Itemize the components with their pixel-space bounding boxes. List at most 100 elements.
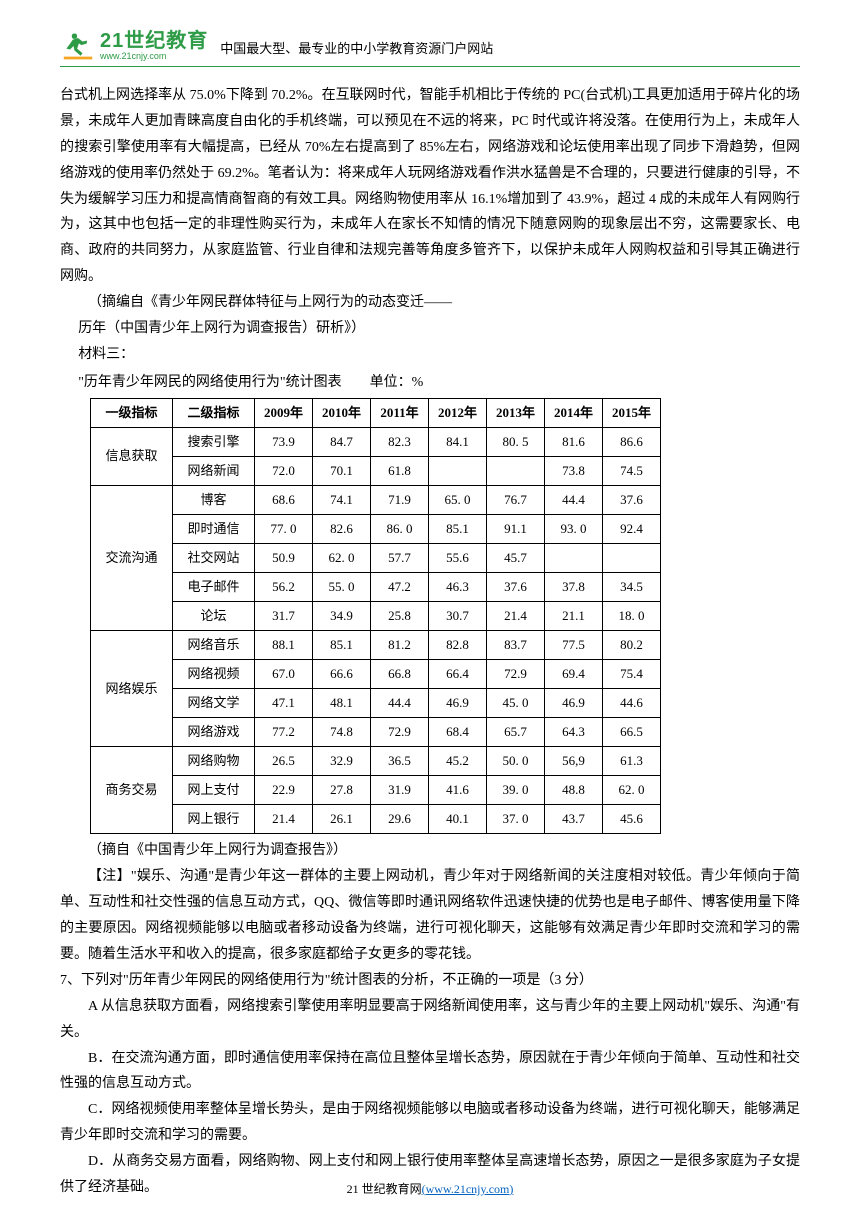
usage-table: 一级指标 二级指标 2009年 2010年 2011年 2012年 2013年 … [90,398,661,835]
value-cell: 85.1 [429,514,487,543]
value-cell: 44.6 [603,689,661,718]
value-cell: 74.1 [313,485,371,514]
th: 2013年 [487,398,545,427]
value-cell: 18. 0 [603,602,661,631]
value-cell: 74.5 [603,456,661,485]
category-cell: 信息获取 [91,427,173,485]
th: 2012年 [429,398,487,427]
note-paragraph: 【注】"娱乐、沟通"是青少年这一群体的主要上网动机，青少年对于网络新闻的关注度相… [60,864,800,968]
th: 2010年 [313,398,371,427]
sub-cell: 网络视频 [173,660,255,689]
value-cell [603,543,661,572]
paragraph-1: 台式机上网选择率从 75.0%下降到 70.2%。在互联网时代，智能手机相比于传… [60,83,800,290]
th: 2015年 [603,398,661,427]
value-cell: 66.8 [371,660,429,689]
value-cell: 72.9 [371,718,429,747]
value-cell: 34.9 [313,602,371,631]
sub-cell: 搜索引擎 [173,427,255,456]
value-cell: 64.3 [545,718,603,747]
value-cell: 45.7 [487,543,545,572]
sub-cell: 网上银行 [173,805,255,834]
value-cell: 48.8 [545,776,603,805]
category-cell: 商务交易 [91,747,173,834]
value-cell: 91.1 [487,514,545,543]
value-cell: 29.6 [371,805,429,834]
value-cell: 55. 0 [313,572,371,601]
table-title: "历年青少年网民的网络使用行为"统计图表 单位：% [60,370,800,396]
footer-text: 21 世纪教育网 [347,1182,422,1196]
value-cell: 37.6 [487,572,545,601]
sub-cell: 博客 [173,485,255,514]
value-cell: 39. 0 [487,776,545,805]
value-cell: 65.7 [487,718,545,747]
value-cell: 73.9 [255,427,313,456]
value-cell: 37.6 [603,485,661,514]
value-cell: 71.9 [371,485,429,514]
table-row: 社交网站50.962. 057.755.645.7 [91,543,661,572]
sub-cell: 网络音乐 [173,631,255,660]
sub-cell: 网上支付 [173,776,255,805]
runner-icon [60,30,96,62]
value-cell: 68.4 [429,718,487,747]
value-cell: 37. 0 [487,805,545,834]
value-cell: 61.3 [603,747,661,776]
value-cell: 45.2 [429,747,487,776]
value-cell: 77.2 [255,718,313,747]
value-cell: 55.6 [429,543,487,572]
value-cell: 73.8 [545,456,603,485]
value-cell: 21.1 [545,602,603,631]
option-c: C．网络视频使用率整体呈增长势头，是由于网络视频能够以电脑或者移动设备为终端，进… [60,1097,800,1149]
value-cell: 31.9 [371,776,429,805]
value-cell: 50.9 [255,543,313,572]
value-cell: 41.6 [429,776,487,805]
value-cell: 81.2 [371,631,429,660]
value-cell: 81.6 [545,427,603,456]
value-cell: 44.4 [545,485,603,514]
value-cell: 88.1 [255,631,313,660]
table-row: 商务交易网络购物26.532.936.545.250. 056,961.3 [91,747,661,776]
option-a: A 从信息获取方面看，网络搜索引擎使用率明显要高于网络新闻使用率，这与青少年的主… [60,994,800,1046]
value-cell: 43.7 [545,805,603,834]
value-cell: 56.2 [255,572,313,601]
value-cell: 86.6 [603,427,661,456]
value-cell: 26.5 [255,747,313,776]
table-citation: （摘自《中国青少年上网行为调查报告》） [60,838,800,864]
option-b: B．在交流沟通方面，即时通信使用率保持在高位且整体呈增长态势，原因就在于青少年倾… [60,1046,800,1098]
sub-cell: 网络新闻 [173,456,255,485]
table-row: 即时通信77. 082.686. 085.191.193. 092.4 [91,514,661,543]
value-cell: 69.4 [545,660,603,689]
value-cell: 36.5 [371,747,429,776]
footer-link[interactable]: (www.21cnjy.com) [422,1182,514,1196]
table-row: 网上银行21.426.129.640.137. 043.745.6 [91,805,661,834]
value-cell: 68.6 [255,485,313,514]
value-cell: 72.0 [255,456,313,485]
value-cell: 82.6 [313,514,371,543]
sub-cell: 网络文学 [173,689,255,718]
table-row: 论坛31.734.925.830.721.421.118. 0 [91,602,661,631]
value-cell: 44.4 [371,689,429,718]
value-cell: 76.7 [487,485,545,514]
value-cell: 31.7 [255,602,313,631]
value-cell: 62. 0 [603,776,661,805]
table-row: 网络文学47.148.144.446.945. 046.944.6 [91,689,661,718]
value-cell: 50. 0 [487,747,545,776]
logo-en-text: www.21cnjy.com [100,52,208,62]
value-cell: 27.8 [313,776,371,805]
category-cell: 交流沟通 [91,485,173,630]
value-cell: 85.1 [313,631,371,660]
value-cell: 34.5 [603,572,661,601]
value-cell: 84.1 [429,427,487,456]
value-cell: 80. 5 [487,427,545,456]
value-cell: 67.0 [255,660,313,689]
logo: 21世纪教育 www.21cnjy.com [60,30,208,62]
value-cell: 30.7 [429,602,487,631]
th: 2014年 [545,398,603,427]
value-cell: 72.9 [487,660,545,689]
value-cell: 70.1 [313,456,371,485]
value-cell: 77.5 [545,631,603,660]
value-cell: 46.9 [545,689,603,718]
value-cell: 21.4 [487,602,545,631]
value-cell: 40.1 [429,805,487,834]
value-cell: 56,9 [545,747,603,776]
table-row: 网络娱乐网络音乐88.185.181.282.883.777.580.2 [91,631,661,660]
